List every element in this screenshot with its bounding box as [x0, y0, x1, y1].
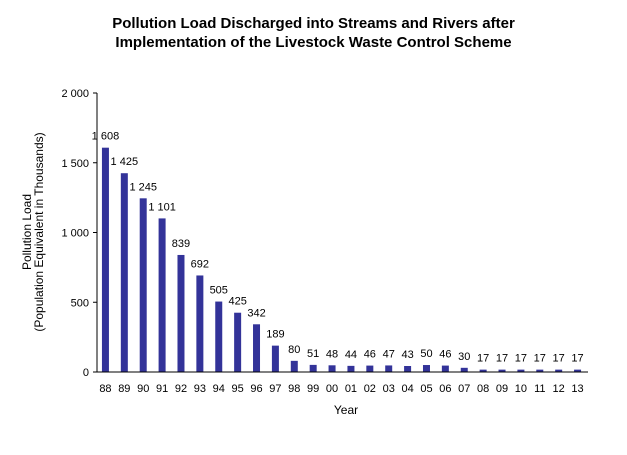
x-tick-label: 10: [515, 383, 527, 395]
bar: [309, 364, 317, 372]
data-label: 30: [458, 351, 470, 363]
bar: [555, 369, 563, 372]
data-label: 46: [439, 349, 451, 361]
data-label: 47: [383, 348, 395, 360]
y-tick-label: 1 000: [61, 228, 89, 240]
bar: [441, 365, 449, 372]
data-label: 80: [288, 344, 300, 356]
data-label: 43: [401, 349, 413, 361]
data-label: 1 608: [92, 131, 120, 143]
bar: [158, 218, 166, 372]
chart-title-line-2: Implementation of the Livestock Waste Co…: [115, 34, 512, 51]
y-tick-label: 2 000: [61, 88, 89, 100]
y-axis-label-line-1: Pollution Load: [20, 194, 34, 270]
data-label: 1 101: [148, 201, 176, 213]
data-label: 46: [364, 349, 376, 361]
x-tick-label: 97: [269, 383, 281, 395]
y-tick-label: 0: [83, 367, 89, 379]
x-tick-label: 00: [326, 383, 338, 395]
data-label: 189: [266, 329, 284, 341]
x-tick-label: 93: [194, 383, 206, 395]
x-tick-label: 92: [175, 383, 187, 395]
x-tick-label: 90: [137, 383, 149, 395]
data-label: 17: [496, 353, 508, 365]
bar: [290, 360, 298, 372]
x-tick-label: 05: [420, 383, 432, 395]
data-label: 342: [247, 307, 265, 319]
chart-title-line-1: Pollution Load Discharged into Streams a…: [112, 15, 515, 32]
data-label: 425: [228, 296, 246, 308]
bar: [366, 365, 374, 372]
bar: [498, 369, 506, 372]
data-label: 17: [571, 353, 583, 365]
x-tick-label: 13: [571, 383, 583, 395]
y-axis-label-line-2: (Population Equivalent in Thousands): [32, 132, 46, 331]
data-label: 505: [210, 285, 228, 297]
bar: [196, 275, 204, 372]
x-tick-label: 09: [496, 383, 508, 395]
data-label: 44: [345, 349, 357, 361]
x-tick-label: 11: [534, 383, 545, 395]
data-label: 17: [515, 353, 527, 365]
data-label: 1 425: [111, 156, 139, 168]
bar: [536, 369, 544, 372]
x-tick-label: 03: [383, 383, 395, 395]
x-tick-label: 99: [307, 383, 319, 395]
bar: [215, 301, 223, 372]
x-tick-label: 96: [250, 383, 262, 395]
x-tick-label: 04: [401, 383, 413, 395]
x-tick-label: 02: [364, 383, 376, 395]
y-tick-label: 1 500: [61, 158, 89, 170]
bar: [404, 366, 412, 372]
bar: [177, 254, 185, 372]
x-tick-label: 07: [458, 383, 470, 395]
x-tick-label: 88: [99, 383, 111, 395]
bar: [422, 365, 430, 372]
x-tick-label: 06: [439, 383, 451, 395]
data-label: 17: [553, 353, 565, 365]
x-axis-label: Year: [334, 403, 358, 417]
x-tick-label: 89: [118, 383, 130, 395]
data-label: 51: [307, 348, 319, 360]
bar: [234, 312, 242, 372]
bar: [253, 324, 261, 372]
x-tick-label: 01: [345, 383, 357, 395]
data-label: 50: [420, 348, 432, 360]
data-label: 839: [172, 238, 190, 250]
data-label: 1 245: [129, 181, 157, 193]
y-axis: 0 500 1 000 1 500 2 000: [61, 88, 98, 379]
x-tick-label: 12: [553, 383, 565, 395]
x-axis: 88 89 90 91 92 93 94 95 96 97 98 99 00 01 02 03 04 05 06 07…: [97, 371, 588, 395]
data-label: 17: [534, 353, 546, 365]
x-tick-label: 94: [213, 383, 225, 395]
bar: [101, 147, 109, 372]
data-label: 48: [326, 348, 338, 360]
x-tick-label: 91: [156, 383, 168, 395]
x-tick-label: 08: [477, 383, 489, 395]
data-label: 17: [477, 353, 489, 365]
bar: [517, 369, 525, 372]
bar: [385, 365, 393, 372]
bar: [328, 365, 336, 372]
bar: [479, 369, 487, 372]
bar: [347, 365, 355, 372]
y-tick-label: 500: [71, 297, 89, 309]
bar: [120, 173, 128, 372]
bar: [460, 367, 468, 372]
x-tick-label: 98: [288, 383, 300, 395]
bar: [139, 198, 147, 372]
bar: [574, 369, 582, 372]
data-label: 692: [191, 258, 209, 270]
x-tick-label: 95: [232, 383, 244, 395]
bar: [271, 345, 279, 372]
